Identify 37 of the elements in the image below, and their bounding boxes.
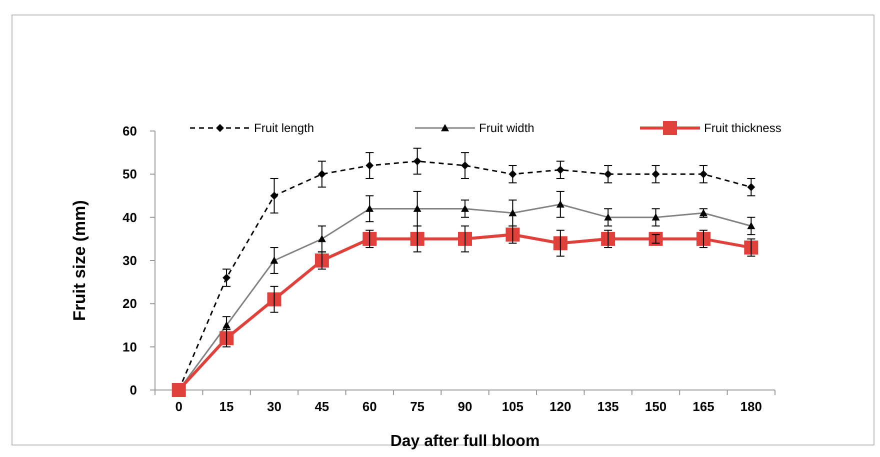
y-axis-title: Fruit size (mm): [70, 200, 89, 321]
x-tick-label: 90: [458, 399, 472, 414]
point: [267, 292, 282, 306]
point: [172, 383, 186, 397]
x-tick-label: 15: [219, 399, 234, 414]
x-tick-label: 180: [740, 399, 762, 414]
y-tick-label: 60: [122, 124, 137, 139]
point: [220, 331, 234, 346]
y-tick-label: 0: [130, 382, 137, 398]
x-tick-label: 165: [692, 399, 714, 414]
y-tick-label: 50: [122, 166, 137, 182]
x-tick-label: 75: [410, 399, 425, 414]
point: [744, 240, 758, 255]
point: [314, 254, 329, 268]
y-tick-label: 20: [122, 296, 137, 312]
x-tick-label: 135: [597, 399, 619, 414]
point: [601, 232, 616, 246]
y-tick-label: 40: [122, 210, 137, 225]
x-tick-label: 0: [175, 399, 182, 414]
x-tick-label: 45: [314, 399, 330, 414]
point: [362, 232, 377, 246]
x-tick-label: 150: [644, 399, 667, 414]
legend-label: Fruit thickness: [704, 121, 782, 136]
x-tick-label: 105: [502, 399, 524, 414]
point: [696, 232, 710, 246]
x-tick-label: 120: [550, 399, 572, 414]
x-axis-title: Day after full bloom: [390, 433, 540, 450]
point: [506, 228, 520, 242]
point: [410, 232, 424, 246]
point: [553, 236, 568, 250]
legend-label: Fruit length: [254, 121, 314, 136]
y-tick-label: 10: [122, 339, 137, 354]
x-tick-label: 60: [362, 399, 377, 414]
point: [458, 232, 472, 246]
x-tick-label: 30: [266, 399, 282, 414]
legend-label: Fruit width: [479, 121, 534, 136]
y-tick-label: 30: [122, 253, 137, 268]
